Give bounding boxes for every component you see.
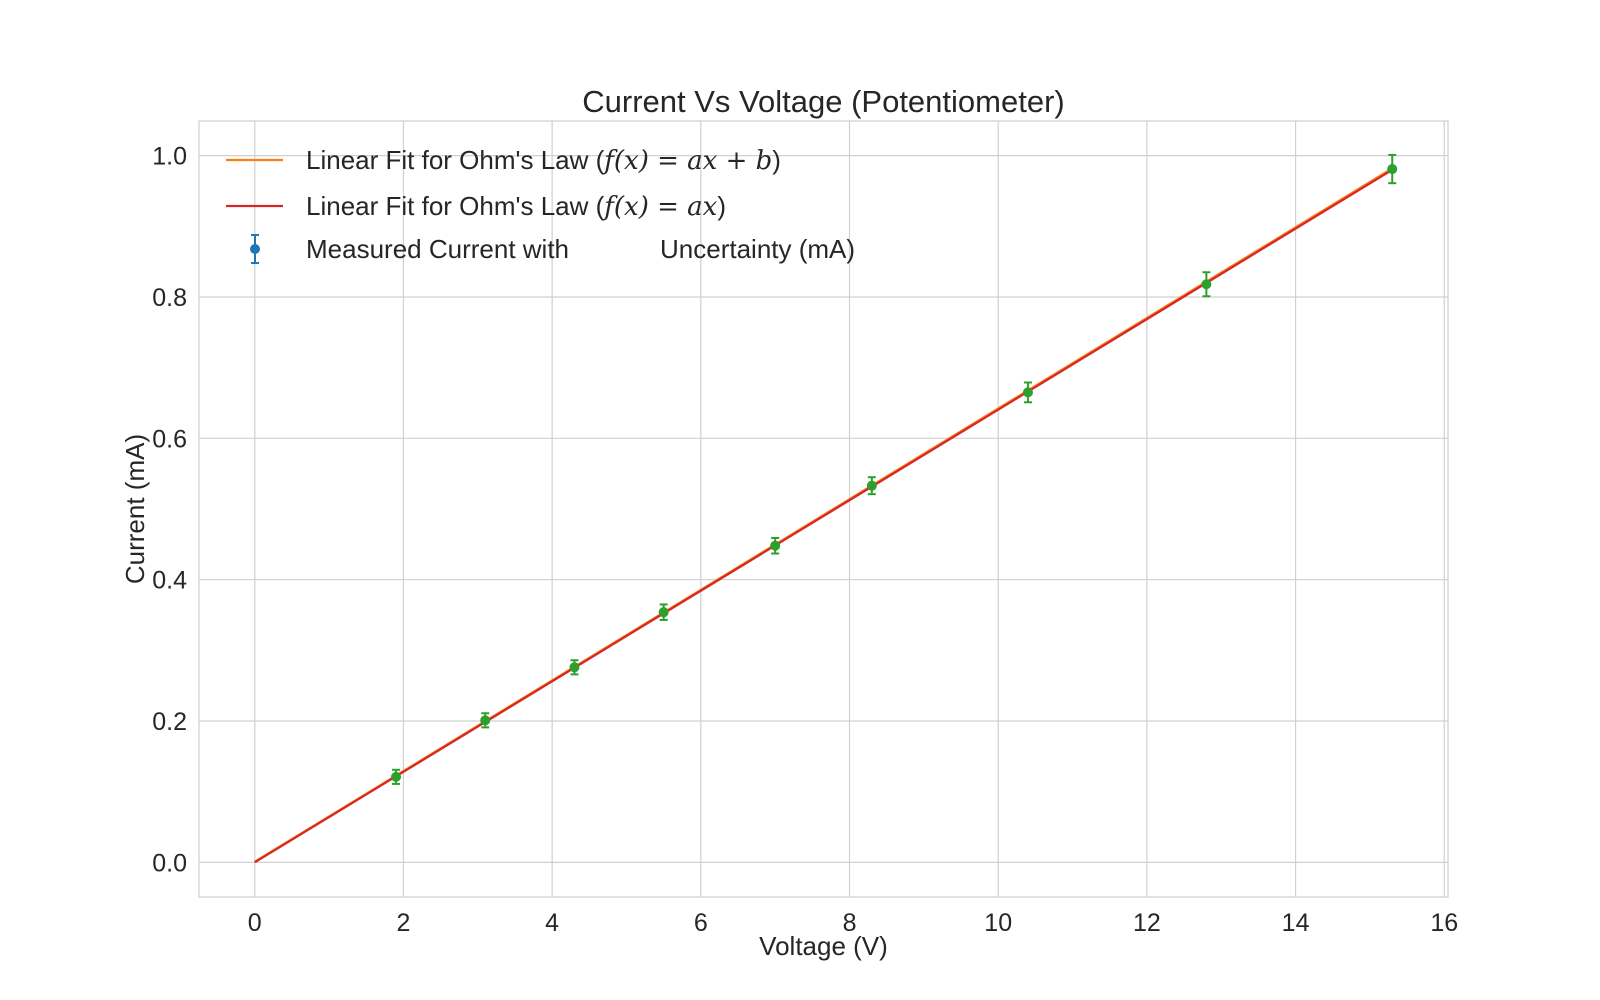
legend: Linear Fit for Ohm's Law (f(x) = ax + b)…	[226, 145, 855, 264]
y-tick-label: 0.2	[152, 708, 187, 736]
x-tick-labels: 0 2 4 6 8 10 12 14 16	[248, 909, 1458, 937]
data-point	[391, 768, 402, 785]
data-marker	[569, 662, 580, 673]
plot-frame	[198, 120, 1449, 898]
x-tick-label: 8	[843, 909, 857, 937]
data-point	[569, 659, 580, 676]
x-tick-label: 0	[248, 909, 262, 937]
data-point	[480, 712, 491, 729]
grid-lines	[199, 121, 1448, 897]
x-tick-label: 4	[545, 909, 559, 937]
data-marker	[1387, 164, 1398, 175]
data-point	[866, 476, 877, 496]
x-tick-label: 6	[694, 909, 708, 937]
x-tick-label: 2	[396, 909, 410, 937]
data-point	[1022, 381, 1033, 404]
axes-frame	[198, 120, 1449, 898]
data-marker	[480, 715, 491, 726]
data-marker	[1022, 387, 1033, 398]
legend-entry-fit-proportional: Linear Fit for Ohm's Law (f(x) = ax)	[306, 191, 726, 222]
legend-entry-measured: Measured Current with	[306, 234, 569, 264]
data-marker	[770, 540, 781, 551]
data-marker	[866, 480, 877, 491]
x-tick-label: 10	[984, 909, 1012, 937]
chart-title: Current Vs Voltage (Potentiometer)	[582, 84, 1064, 119]
data-point	[658, 603, 669, 621]
y-tick-label: 0.8	[152, 284, 187, 312]
legend-swatch-measured	[250, 234, 260, 264]
data-points	[391, 153, 1398, 785]
y-tick-label: 0.0	[152, 849, 187, 877]
y-tick-labels: 0.0 0.2 0.4 0.6 0.8 1.0	[152, 143, 187, 878]
x-tick-label: 16	[1430, 909, 1458, 937]
data-marker	[658, 607, 669, 618]
y-axis-label: Current (mA)	[120, 434, 150, 584]
data-point	[1201, 271, 1212, 298]
data-marker	[391, 771, 402, 782]
data-marker	[1201, 279, 1212, 290]
x-tick-label: 12	[1133, 909, 1161, 937]
x-tick-label: 14	[1282, 909, 1310, 937]
data-point	[1387, 153, 1398, 185]
legend-entry-fit-affine: Linear Fit for Ohm's Law (f(x) = ax + b)	[306, 145, 781, 176]
y-tick-label: 0.6	[152, 425, 187, 453]
y-tick-label: 0.4	[152, 567, 187, 595]
y-tick-label: 1.0	[152, 143, 187, 171]
x-axis-label: Voltage (V)	[759, 931, 888, 961]
legend-entry-measured-uncertainty: Uncertainty (mA)	[660, 234, 855, 264]
data-point	[770, 536, 781, 555]
